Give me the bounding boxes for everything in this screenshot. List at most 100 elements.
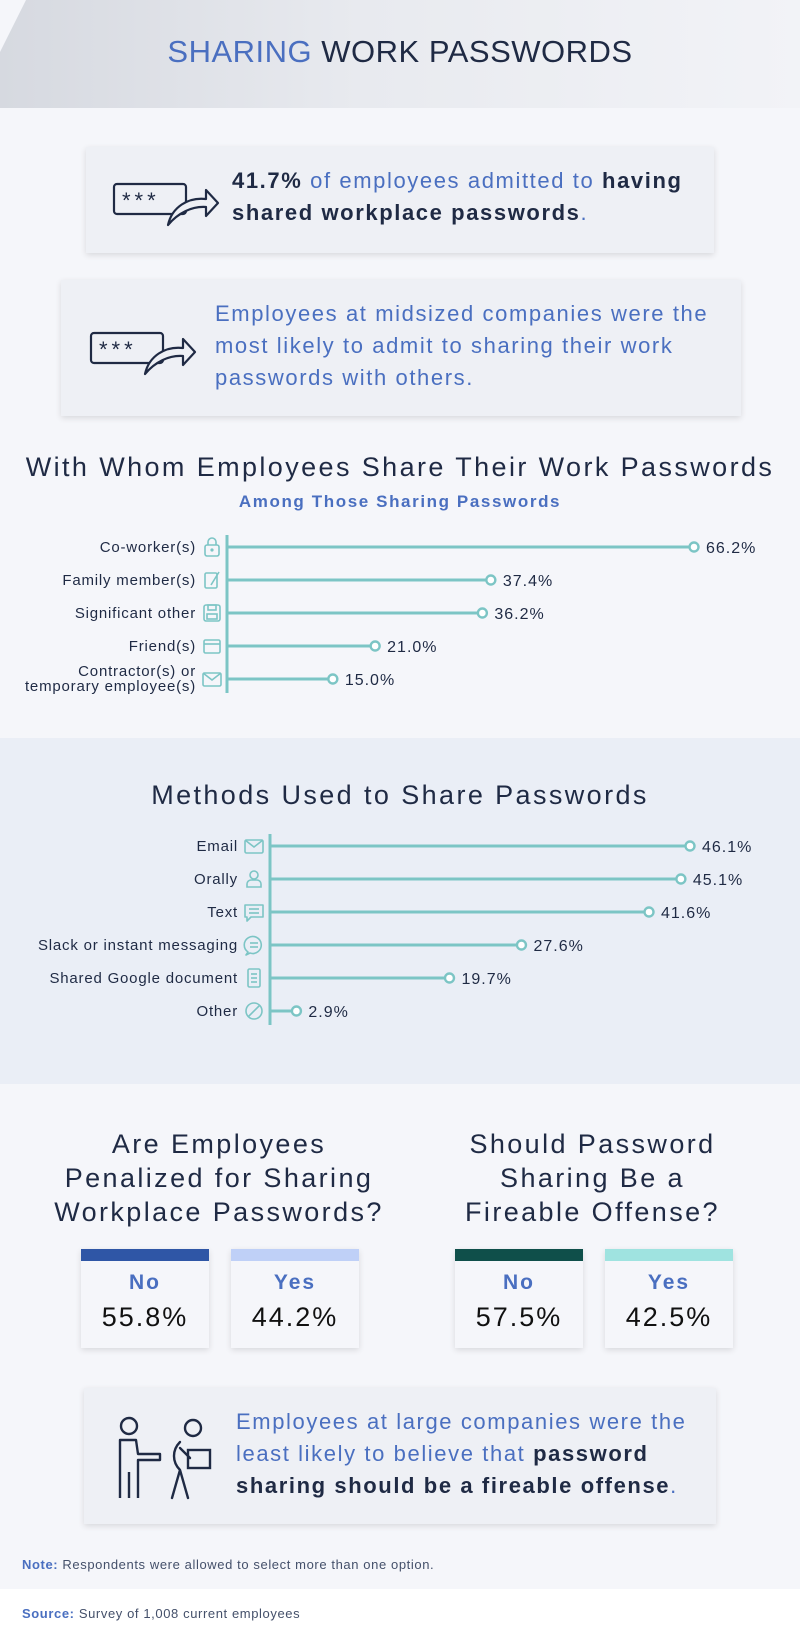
document-icon bbox=[247, 968, 261, 988]
penalized-yes-color-bar bbox=[231, 1249, 359, 1261]
penalized-yes-tile: Yes 44.2% bbox=[231, 1249, 359, 1348]
header-shard bbox=[0, 0, 26, 52]
category-label: Slack or instant messaging bbox=[38, 937, 238, 954]
penalized-no-tile: No 55.8% bbox=[81, 1249, 209, 1348]
value-label: 46.1% bbox=[702, 839, 752, 856]
value-label: 21.0% bbox=[387, 639, 437, 656]
value-label: 15.0% bbox=[345, 672, 395, 689]
large-companies-text-end: . bbox=[670, 1473, 678, 1498]
bar-row: 15.0% Contractor(s) or temporary employee(… bbox=[25, 663, 395, 695]
bar-endpoint bbox=[327, 673, 339, 685]
bar-endpoint bbox=[476, 607, 489, 619]
svg-text:***: *** bbox=[122, 188, 160, 213]
password-share-icon: *** bbox=[112, 175, 220, 232]
value-label: 2.9% bbox=[308, 1004, 348, 1021]
bar-row: 27.6% Slack or instant messaging bbox=[38, 935, 583, 956]
chart1-title: With Whom Employees Share Their Work Pas… bbox=[25, 452, 775, 482]
stat-card-text: 41.7% of employees admitted to having sh… bbox=[232, 165, 702, 229]
header-banner bbox=[0, 0, 800, 108]
person-icon bbox=[246, 870, 262, 888]
bar-row: 19.7% Shared Google document bbox=[49, 968, 511, 988]
chart2-title: Methods Used to Share Passwords bbox=[151, 780, 649, 810]
stat-text-mid: of employees admitted to bbox=[302, 168, 603, 193]
fireable-yes-label: Yes bbox=[647, 1271, 691, 1294]
chart1-subtitle: Among Those Sharing Passwords bbox=[238, 492, 562, 511]
note-text: Respondents were allowed to select more … bbox=[58, 1557, 435, 1572]
bar-endpoint bbox=[290, 1005, 303, 1017]
fireable-yes-color-bar bbox=[605, 1249, 733, 1261]
category-label: Text bbox=[207, 904, 238, 921]
fireable-yes-tile: Yes 42.5% bbox=[605, 1249, 733, 1348]
value-label: 41.6% bbox=[661, 905, 711, 922]
penalized-no-value: 55.8% bbox=[101, 1302, 189, 1332]
bar-endpoint bbox=[684, 840, 696, 852]
envelope-icon bbox=[244, 839, 264, 854]
title-part1: SHARING bbox=[167, 34, 313, 69]
penalized-yes-label: Yes bbox=[273, 1271, 317, 1294]
stat-text-strong: having shared workplace passwords bbox=[232, 168, 683, 225]
category-label: Family member(s) bbox=[62, 572, 196, 589]
bar-row: 21.0% Friend(s) bbox=[129, 638, 437, 656]
fireable-no-value: 57.5% bbox=[475, 1302, 563, 1332]
lock-icon bbox=[204, 537, 220, 557]
category-label: Other bbox=[196, 1003, 238, 1020]
bar-endpoint bbox=[643, 906, 655, 918]
value-label: 37.4% bbox=[503, 573, 553, 590]
pencil-icon bbox=[204, 571, 220, 589]
bar-row: 45.1% Orally bbox=[194, 870, 743, 889]
chart-share-with: 66.2% Co-worker(s) 37.4% Family member(s) 36… bbox=[25, 535, 756, 695]
bar-endpoint bbox=[485, 574, 497, 586]
large-companies-card: Employees at large companies were the le… bbox=[84, 1388, 716, 1524]
category-label: Co-worker(s) bbox=[100, 539, 196, 556]
bar-row: 37.4% Family member(s) bbox=[62, 571, 553, 590]
source-band bbox=[0, 1589, 800, 1641]
fireable-yes-value: 42.5% bbox=[625, 1302, 713, 1332]
envelope-icon bbox=[202, 672, 222, 687]
fireable-question-title: Should Password Sharing Be a Fireable Of… bbox=[465, 1129, 720, 1227]
value-label: 27.6% bbox=[533, 938, 583, 955]
bar-endpoint bbox=[688, 541, 700, 553]
category-label: Contractor(s) or temporary employee(s) bbox=[25, 663, 196, 695]
bar-row: 36.2% Significant other bbox=[75, 604, 544, 623]
bar-row: 2.9% Other bbox=[196, 1002, 348, 1021]
chart-methods: 46.1% Email 45.1% Orally 41.6% Text 27.6% Slack… bbox=[38, 834, 752, 1025]
svg-text:***: *** bbox=[99, 337, 137, 362]
bar-endpoint bbox=[515, 939, 528, 951]
message-icon bbox=[244, 904, 264, 922]
bar-row: 41.6% Text bbox=[207, 904, 711, 922]
large-companies-text-strong: password sharing should be a fireable of… bbox=[236, 1441, 671, 1498]
stat-card-shared: *** 41.7% of employees admitted to havin… bbox=[86, 147, 714, 253]
window-icon bbox=[203, 639, 221, 654]
value-label: 45.1% bbox=[693, 872, 743, 889]
note-label: Note: bbox=[22, 1557, 59, 1572]
stat-text-end: . bbox=[580, 200, 589, 225]
penalized-question-title: Are Employees Penalized for Sharing Work… bbox=[54, 1129, 384, 1227]
password-share-icon: *** bbox=[89, 324, 197, 381]
large-companies-text-plain: Employees at large companies were the le… bbox=[236, 1409, 687, 1466]
value-label: 66.2% bbox=[706, 540, 756, 557]
large-companies-text: Employees at large companies were the le… bbox=[236, 1406, 696, 1502]
title-part2: WORK PASSWORDS bbox=[321, 34, 633, 69]
firing-icon bbox=[116, 1414, 216, 1505]
value-label: 36.2% bbox=[494, 606, 544, 623]
source-label: Source: bbox=[22, 1606, 75, 1621]
chat-bubble-icon bbox=[243, 935, 263, 956]
slash-circle-icon bbox=[245, 1002, 263, 1020]
midsized-companies-card: *** Employees at midsized companies were… bbox=[61, 280, 741, 416]
penalized-no-label: No bbox=[129, 1271, 161, 1294]
category-label: Friend(s) bbox=[129, 638, 196, 655]
value-label: 19.7% bbox=[461, 971, 511, 988]
category-label: Email bbox=[196, 838, 238, 855]
note: Note: Respondents were allowed to select… bbox=[22, 1557, 434, 1572]
category-label: Significant other bbox=[75, 605, 196, 622]
penalized-yes-value: 44.2% bbox=[251, 1302, 339, 1332]
bar-endpoint bbox=[675, 873, 687, 885]
fireable-no-label: No bbox=[503, 1271, 535, 1294]
midsized-companies-text: Employees at midsized companies were the… bbox=[215, 301, 709, 390]
source-text: Survey of 1,008 current employees bbox=[74, 1606, 301, 1621]
bar-row: 46.1% Email bbox=[196, 838, 752, 856]
fireable-no-color-bar bbox=[455, 1249, 583, 1261]
bar-endpoint bbox=[443, 972, 456, 984]
bar-row: 66.2% Co-worker(s) bbox=[100, 537, 756, 557]
floppy-disk-icon bbox=[203, 604, 221, 622]
